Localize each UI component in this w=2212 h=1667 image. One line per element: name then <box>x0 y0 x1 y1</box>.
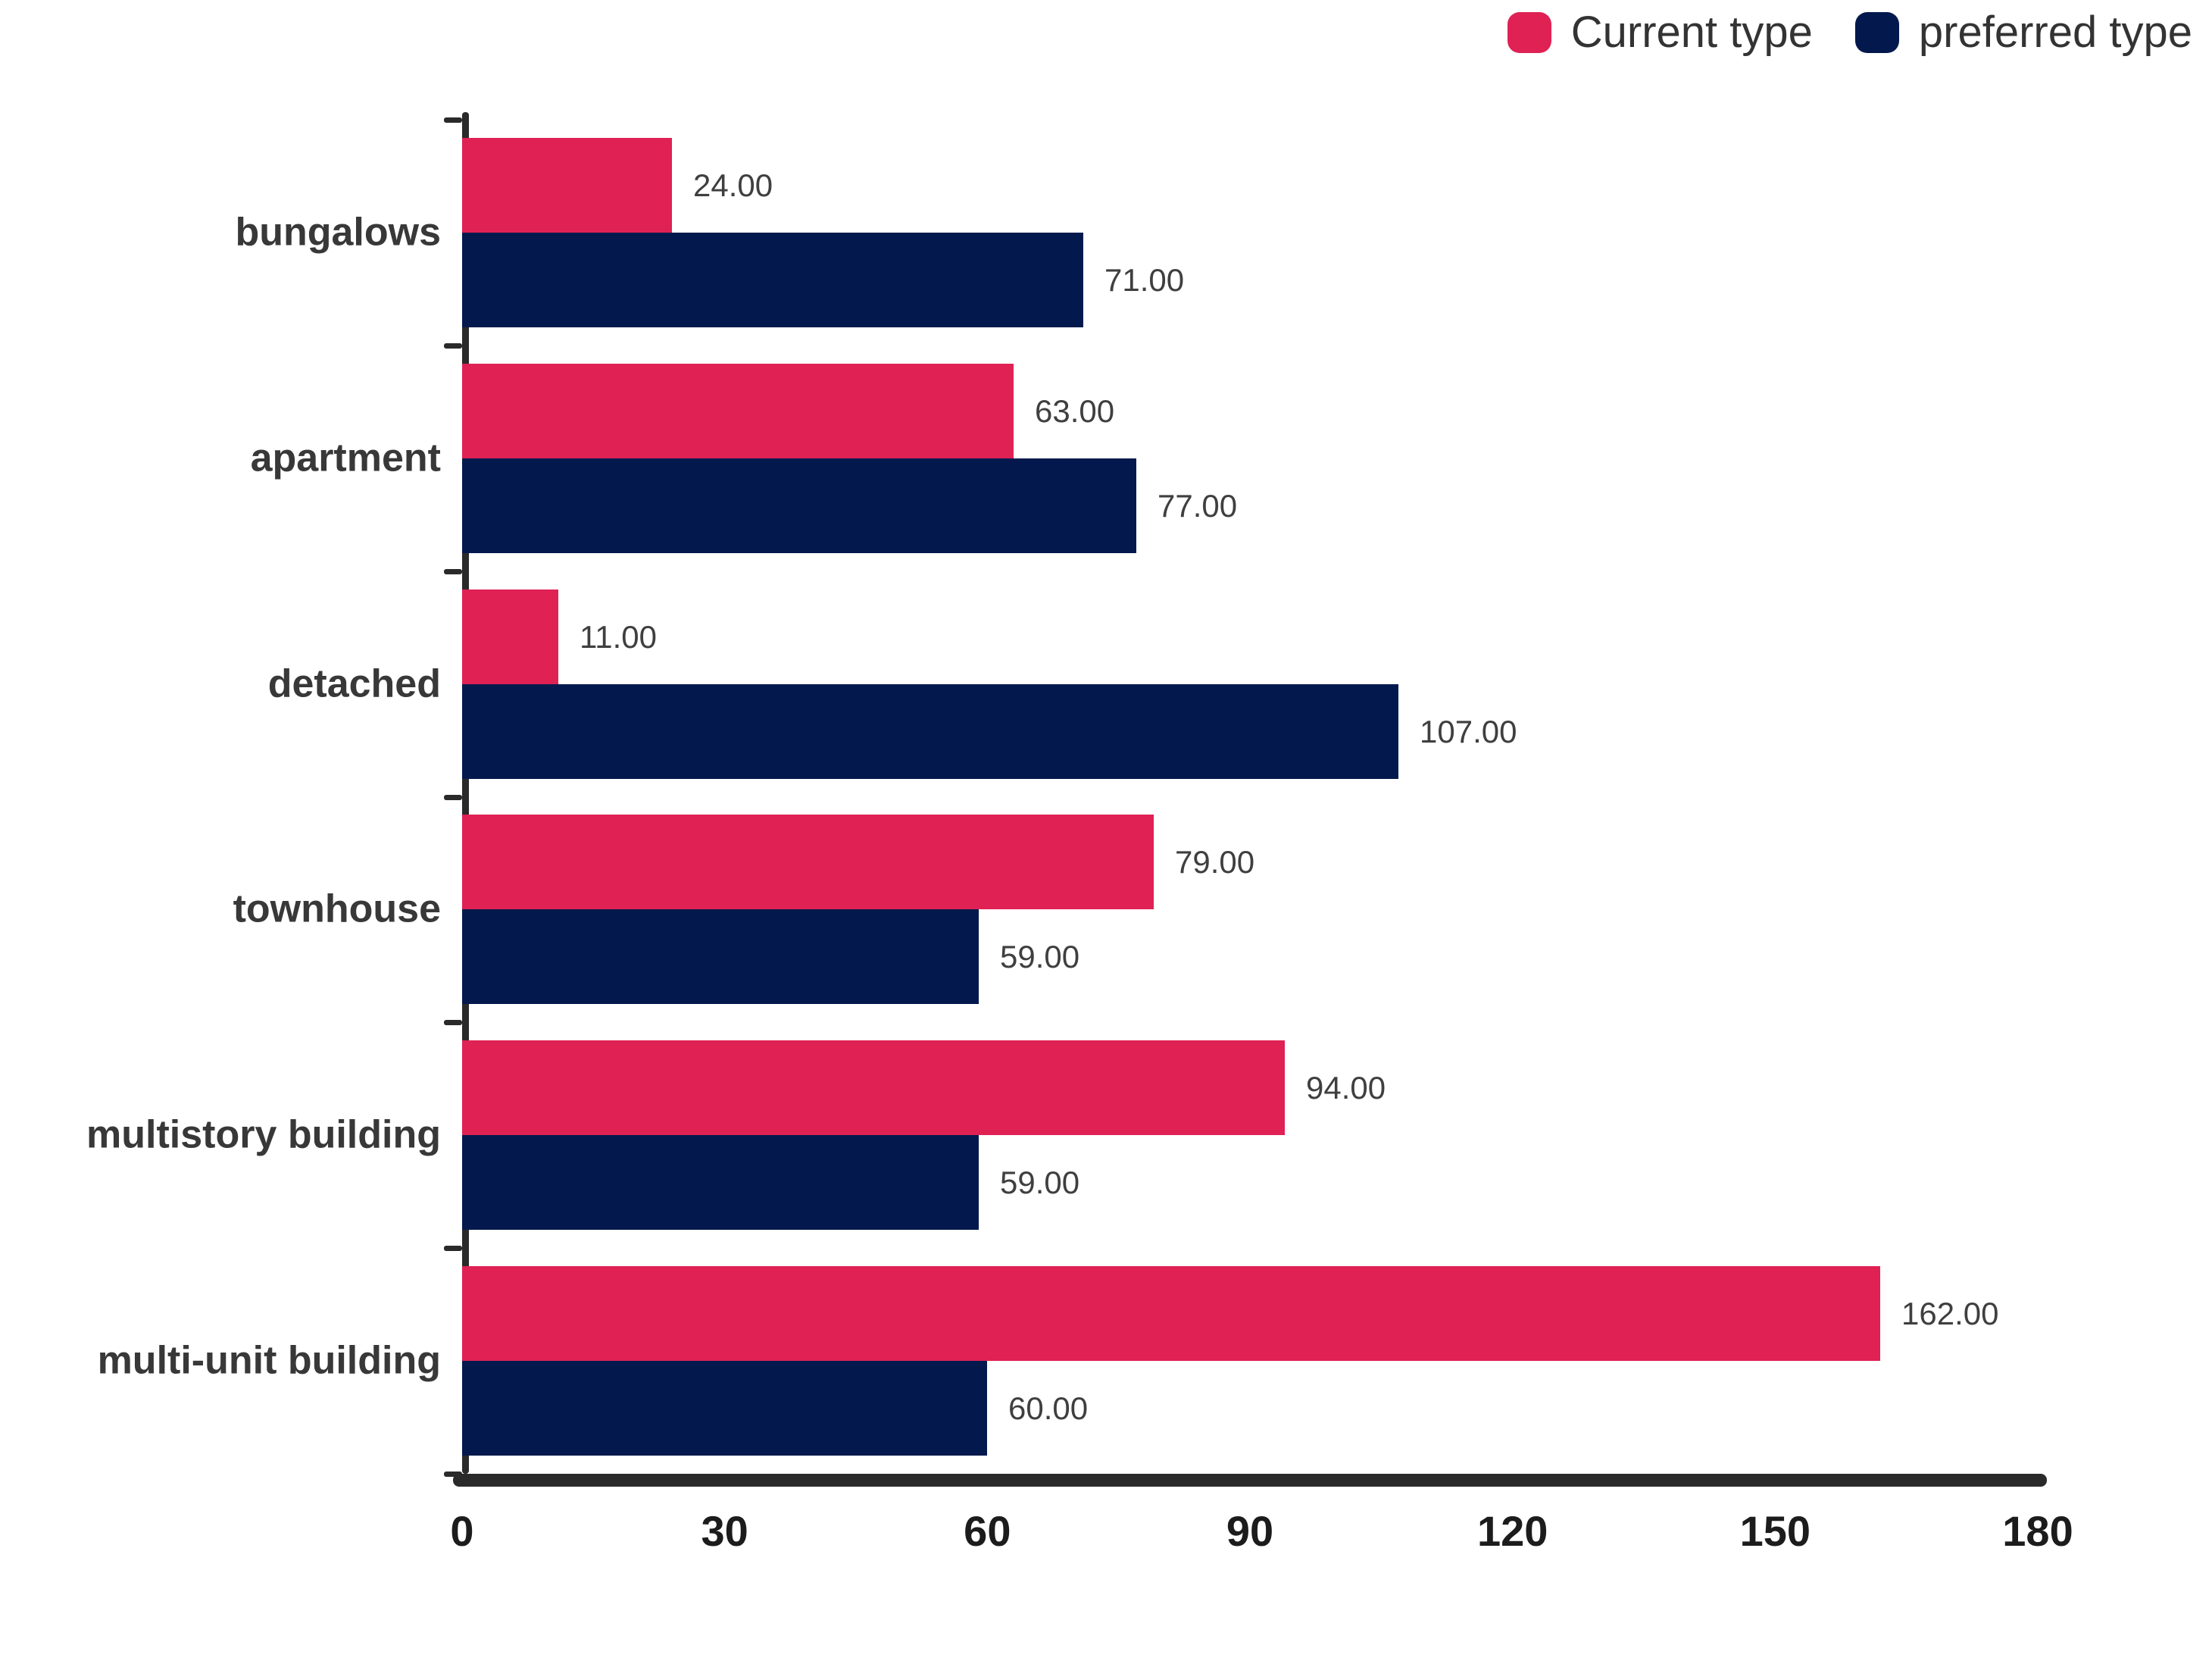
legend-swatch-preferred-type-icon <box>1854 12 1899 53</box>
bar-current-type <box>462 363 1014 458</box>
bar-value-label: 63.00 <box>1035 393 1115 429</box>
y-axis-tick <box>444 117 462 123</box>
legend-label-preferred-type: preferred type <box>1918 8 2192 57</box>
x-axis-line <box>453 1474 2047 1487</box>
bar-value-label: 77.00 <box>1158 487 1238 524</box>
x-axis-tick-label: 60 <box>964 1507 1011 1555</box>
x-axis-tick-label: 0 <box>450 1507 474 1555</box>
y-axis-tick <box>444 794 462 800</box>
bar-preferred-type <box>462 1361 987 1456</box>
category-label-detached: detached <box>267 661 441 705</box>
bar-value-label: 60.00 <box>1008 1390 1089 1427</box>
legend-swatch-current-type-icon <box>1507 12 1551 53</box>
bar-preferred-type <box>462 683 1398 779</box>
legend-item-current-type: Current type <box>1507 11 1813 55</box>
bar-current-type <box>462 1040 1285 1136</box>
y-axis-tick <box>444 1472 462 1477</box>
bar-value-label: 24.00 <box>693 167 773 203</box>
bar-value-label: 79.00 <box>1175 844 1255 880</box>
bar-current-type <box>462 589 558 684</box>
y-axis-line <box>462 112 469 1474</box>
bar-preferred-type <box>462 1135 979 1231</box>
bar-current-type <box>462 815 1154 910</box>
x-axis-tick-label: 180 <box>2002 1507 2073 1555</box>
bar-value-label: 11.00 <box>580 618 657 655</box>
y-axis-tick <box>444 568 462 574</box>
bar-value-label: 59.00 <box>1000 939 1080 975</box>
bar-value-label: 94.00 <box>1306 1070 1386 1106</box>
category-label-townhouse: townhouse <box>233 887 441 931</box>
x-axis-tick-label: 150 <box>1739 1507 1811 1555</box>
bar-current-type <box>462 1266 1880 1362</box>
y-axis-tick <box>444 1246 462 1252</box>
bar-preferred-type <box>462 458 1136 553</box>
x-axis-tick-label: 120 <box>1476 1507 1548 1555</box>
legend-label-current-type: Current type <box>1570 8 1813 57</box>
category-label-bungalows: bungalows <box>235 210 441 255</box>
x-axis-tick-label: 30 <box>701 1507 748 1555</box>
bar-value-label: 71.00 <box>1104 261 1185 298</box>
legend-item-preferred-type: preferred type <box>1854 8 2192 57</box>
bar-value-label: 162.00 <box>1901 1296 1999 1332</box>
legend: Current type preferred type <box>1507 11 2192 55</box>
category-label-multi-unit-building: multi-unit building <box>97 1338 441 1383</box>
bar-preferred-type <box>462 232 1083 327</box>
y-axis-tick <box>444 342 462 349</box>
y-axis-tick <box>444 1020 462 1026</box>
x-axis-tick-label: 90 <box>1226 1507 1274 1555</box>
category-label-multistory-building: multistory building <box>86 1112 441 1157</box>
bar-value-label: 59.00 <box>1000 1165 1080 1201</box>
category-label-apartment: apartment <box>250 436 441 480</box>
bar-value-label: 107.00 <box>1420 713 1517 749</box>
bar-preferred-type <box>462 909 979 1005</box>
bar-current-type <box>462 137 672 233</box>
